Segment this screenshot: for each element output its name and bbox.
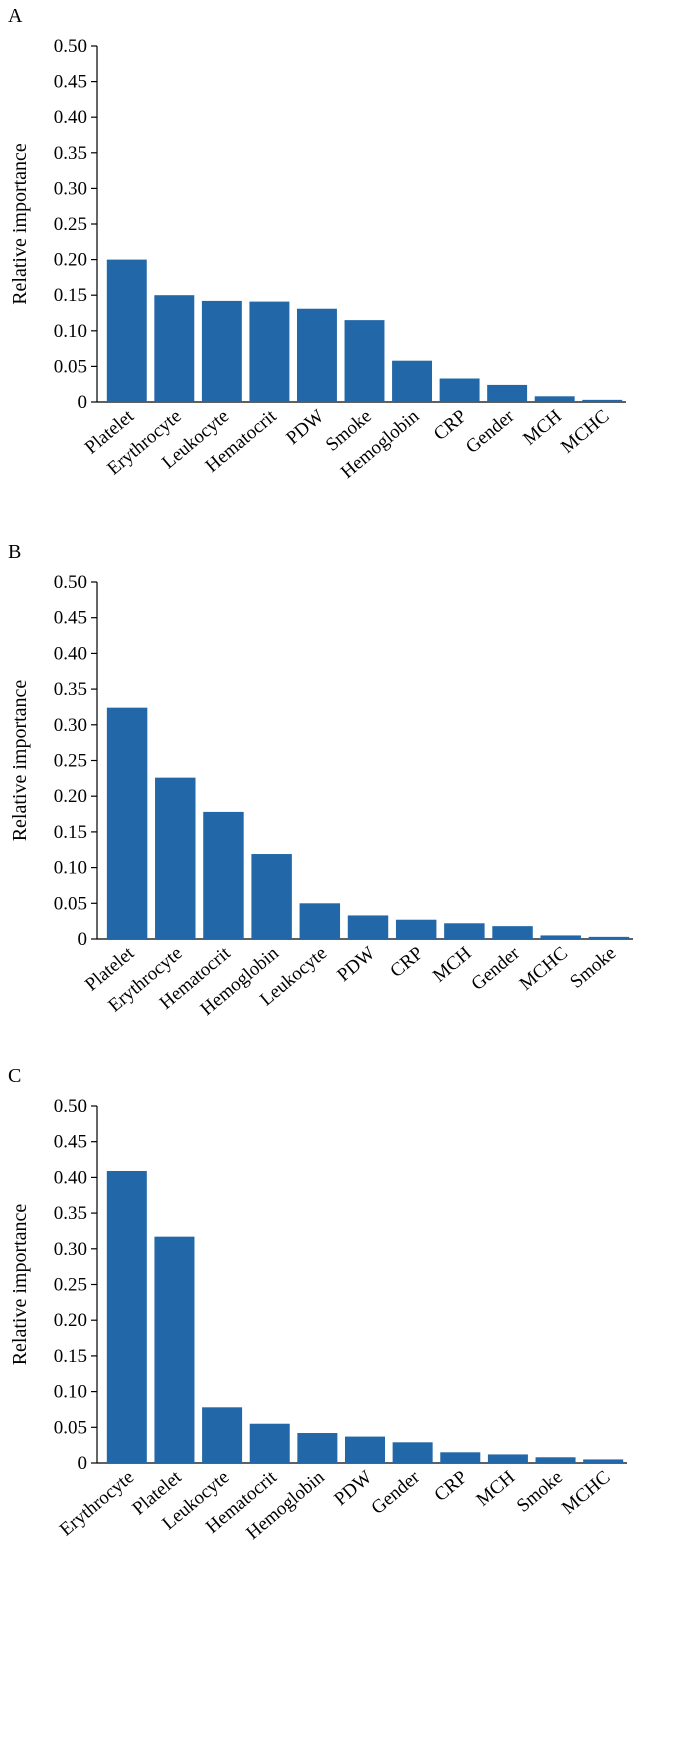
x-category-label: MCHC bbox=[557, 406, 613, 458]
bar-erythrocyte bbox=[154, 295, 195, 402]
x-category-label: Smoke bbox=[513, 1467, 567, 1517]
y-tick-label: 0.30 bbox=[54, 715, 87, 736]
bar-smoke bbox=[344, 320, 385, 402]
y-tick-label: 0.40 bbox=[54, 107, 87, 128]
y-tick-label: 0.15 bbox=[54, 822, 87, 843]
panel-label: B bbox=[8, 541, 21, 563]
bar-crp bbox=[440, 1452, 481, 1463]
bar-erythrocyte bbox=[106, 1170, 147, 1463]
y-tick-label: 0.50 bbox=[54, 572, 87, 593]
y-tick-label: 0.05 bbox=[54, 1417, 87, 1438]
bar-hemoglobin bbox=[392, 360, 433, 402]
panel-label: C bbox=[8, 1065, 21, 1087]
y-tick-label: 0.40 bbox=[54, 1167, 87, 1188]
x-category-label: MCH bbox=[472, 1467, 519, 1511]
x-category-label: MCHC bbox=[516, 943, 572, 995]
y-tick-label: 0 bbox=[78, 929, 88, 950]
x-category-label: Gender bbox=[462, 405, 519, 457]
y-tick-label: 0.30 bbox=[54, 178, 87, 199]
panel-label: A bbox=[8, 5, 23, 27]
y-tick-label: 0.45 bbox=[54, 1132, 87, 1153]
y-tick-label: 0.35 bbox=[54, 679, 87, 700]
y-tick-label: 0.20 bbox=[54, 1310, 87, 1331]
y-tick-label: 0.50 bbox=[54, 36, 87, 57]
bar-hematocrit bbox=[249, 301, 290, 402]
bar-smoke bbox=[588, 936, 630, 939]
bar-gender bbox=[392, 1442, 433, 1463]
bar-smoke bbox=[535, 1457, 576, 1463]
bar-mch bbox=[444, 923, 485, 939]
y-tick-label: 0.25 bbox=[54, 751, 87, 772]
bar-mch bbox=[534, 396, 575, 402]
x-category-label: Smoke bbox=[566, 943, 620, 993]
bar-hemoglobin bbox=[297, 1433, 338, 1463]
y-tick-label: 0.35 bbox=[54, 143, 87, 164]
y-axis-label: Relative importance bbox=[9, 1204, 31, 1366]
x-category-label: CRP bbox=[430, 1467, 471, 1506]
y-tick-label: 0.10 bbox=[54, 1382, 87, 1403]
bar-crp bbox=[395, 919, 437, 939]
y-tick-label: 0.15 bbox=[54, 285, 87, 306]
chart-panel-a: A Relative importance 0 0.05 0.10 0.15 0.20 0.2… bbox=[8, 5, 626, 483]
y-tick-label: 0.40 bbox=[54, 643, 87, 664]
y-tick-label: 0.05 bbox=[54, 356, 87, 377]
bar-hematocrit bbox=[249, 1423, 290, 1463]
chart-panel-b: B Relative importance 0 0.05 0.10 0.15 0.20 0.2… bbox=[8, 541, 633, 1020]
x-category-label: Gender bbox=[467, 942, 524, 994]
bar-crp bbox=[439, 378, 480, 402]
bar-gender bbox=[492, 926, 533, 939]
y-tick-label: 0.20 bbox=[54, 786, 87, 807]
y-tick-label: 0 bbox=[78, 392, 88, 413]
bar-mchc bbox=[583, 1459, 624, 1463]
y-tick-label: 0.50 bbox=[54, 1096, 87, 1117]
y-tick-label: 0 bbox=[78, 1453, 88, 1474]
bar-leukocyte bbox=[202, 1407, 243, 1463]
y-tick-label: 0.25 bbox=[54, 1275, 87, 1296]
bar-platelet bbox=[106, 259, 147, 402]
y-tick-label: 0.45 bbox=[54, 72, 87, 93]
x-category-label: MCHC bbox=[558, 1467, 614, 1519]
bar-gender bbox=[487, 384, 528, 402]
y-tick-label: 0.10 bbox=[54, 321, 87, 342]
y-tick-label: 0.35 bbox=[54, 1203, 87, 1224]
y-tick-label: 0.25 bbox=[54, 214, 87, 235]
y-tick-label: 0.15 bbox=[54, 1346, 87, 1367]
bar-platelet bbox=[154, 1236, 195, 1463]
bar-pdw bbox=[347, 915, 389, 939]
x-category-label: Gender bbox=[368, 1466, 425, 1518]
y-tick-label: 0.10 bbox=[54, 858, 87, 879]
x-category-label: Erythrocyte bbox=[56, 1467, 138, 1541]
bar-mch bbox=[487, 1454, 528, 1463]
bar-mchc bbox=[540, 935, 581, 939]
chart-panel-c: C Relative importance 0 0.05 0.10 0.15 0.20 0.2… bbox=[8, 1065, 627, 1544]
bar-mchc bbox=[582, 399, 623, 402]
bar-platelet bbox=[106, 707, 148, 939]
y-tick-label: 0.05 bbox=[54, 893, 87, 914]
bar-pdw bbox=[344, 1436, 386, 1463]
bar-leukocyte bbox=[201, 300, 242, 402]
y-tick-label: 0.30 bbox=[54, 1239, 87, 1260]
y-axis-label: Relative importance bbox=[9, 680, 31, 842]
bar-hematocrit bbox=[203, 811, 244, 939]
bar-pdw bbox=[296, 308, 337, 402]
bar-leukocyte bbox=[299, 903, 341, 939]
bar-hemoglobin bbox=[251, 854, 292, 939]
x-category-label: CRP bbox=[386, 943, 427, 982]
bar-erythrocyte bbox=[155, 777, 196, 939]
x-category-label: PDW bbox=[333, 943, 379, 986]
y-tick-label: 0.20 bbox=[54, 250, 87, 271]
y-tick-label: 0.45 bbox=[54, 608, 87, 629]
y-axis-label: Relative importance bbox=[9, 143, 31, 305]
x-category-label: PDW bbox=[282, 406, 328, 449]
